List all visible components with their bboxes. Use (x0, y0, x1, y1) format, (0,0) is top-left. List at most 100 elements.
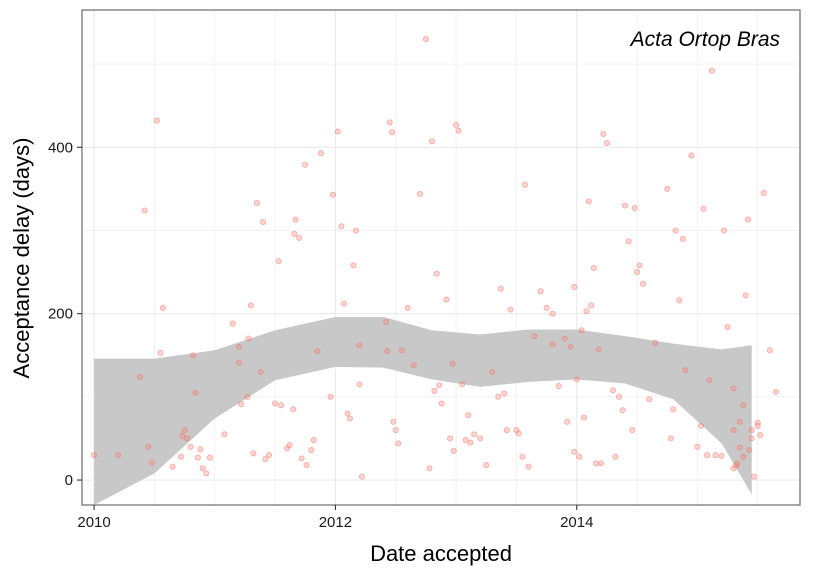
data-point (567, 343, 574, 350)
data-point (697, 422, 705, 430)
data-point (179, 432, 186, 439)
data-point (585, 198, 592, 205)
data-point (238, 401, 245, 408)
data-point (136, 373, 143, 380)
data-point (576, 453, 583, 460)
data-point (676, 297, 683, 304)
data-point (410, 362, 417, 369)
data-points (91, 36, 779, 480)
data-point (356, 381, 363, 388)
data-point (634, 269, 641, 276)
data-point (519, 453, 526, 460)
data-point (259, 219, 267, 226)
data-point (272, 400, 279, 407)
data-point (549, 341, 556, 348)
data-point (229, 320, 236, 327)
data-point (203, 470, 210, 477)
data-point (561, 335, 568, 342)
data-point (310, 437, 317, 444)
data-point (615, 393, 623, 400)
data-point (194, 454, 201, 461)
data-point (580, 414, 588, 421)
data-point (742, 292, 749, 299)
data-point (583, 308, 590, 315)
data-point (746, 447, 753, 454)
data-point (346, 415, 353, 422)
data-point (609, 387, 617, 394)
x-tick-label: 2010 (77, 514, 110, 531)
data-point (383, 318, 390, 326)
x-tick-label: 2014 (560, 514, 593, 531)
data-point (595, 346, 602, 353)
data-point (712, 452, 719, 459)
data-point (192, 389, 199, 396)
y-tick-label: 0 (65, 472, 73, 489)
data-point (447, 435, 454, 442)
x-axis-title: Date accepted (370, 541, 512, 566)
data-point (555, 382, 562, 390)
data-point (459, 381, 466, 388)
data-point (247, 302, 254, 309)
data-point (740, 453, 747, 460)
data-point (245, 335, 252, 342)
data-point (672, 227, 679, 234)
data-point (350, 262, 357, 269)
data-point (597, 460, 604, 467)
data-point (395, 440, 402, 447)
data-point (730, 427, 737, 434)
data-point (436, 382, 443, 389)
data-point (340, 300, 347, 307)
axis-ticks: 2010 2012 2014 0 200 400 (48, 139, 593, 531)
data-point (253, 199, 261, 207)
data-point (521, 181, 528, 188)
data-point (664, 185, 671, 192)
journal-label: Acta Ortop Bras (629, 28, 781, 51)
data-point (736, 418, 743, 425)
data-point (748, 427, 755, 434)
data-point (235, 343, 242, 350)
data-point (679, 235, 686, 242)
data-point (308, 447, 315, 454)
data-point (302, 161, 309, 168)
data-point (390, 418, 397, 425)
data-point (740, 402, 747, 409)
data-point (159, 304, 166, 311)
data-point (646, 396, 653, 403)
data-point (275, 258, 282, 265)
data-point (625, 238, 632, 245)
y-tick-label: 200 (48, 306, 73, 323)
x-tick-label: 2012 (319, 514, 352, 531)
data-point (465, 412, 472, 419)
data-point (462, 437, 469, 444)
confidence-band (94, 317, 752, 505)
data-point (358, 473, 366, 480)
data-point (471, 431, 478, 438)
data-point (736, 444, 743, 451)
data-point (384, 348, 391, 355)
data-point (708, 67, 715, 74)
data-point (290, 406, 297, 413)
data-point (317, 150, 324, 157)
data-point (296, 234, 303, 241)
data-point (515, 430, 522, 437)
data-point (760, 189, 767, 197)
data-point (483, 462, 490, 469)
data-point (189, 352, 197, 359)
data-point (265, 452, 273, 459)
data-point (497, 285, 504, 292)
y-tick-label: 400 (48, 139, 73, 156)
data-point (327, 393, 334, 400)
data-point (153, 117, 160, 124)
data-point (571, 448, 578, 455)
data-point (495, 393, 502, 400)
data-point (730, 465, 737, 472)
data-point (177, 453, 185, 460)
data-point (603, 140, 610, 147)
data-point (392, 427, 399, 434)
data-point (181, 427, 188, 434)
data-point (667, 435, 674, 442)
data-point (766, 347, 773, 354)
data-point (600, 130, 607, 138)
data-point (501, 390, 508, 397)
data-point (356, 342, 363, 349)
